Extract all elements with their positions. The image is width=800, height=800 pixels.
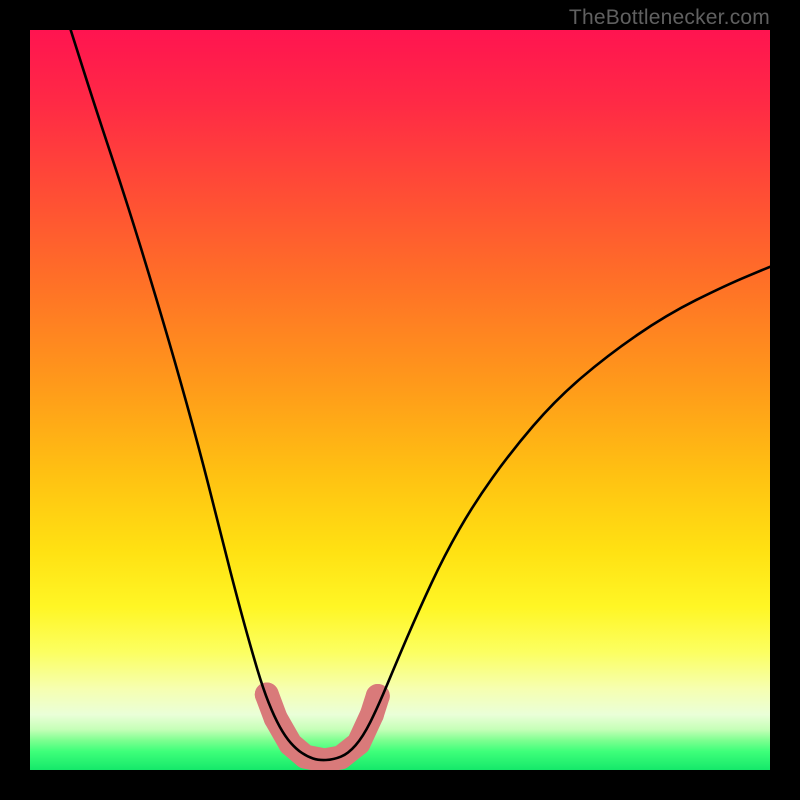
watermark-text: TheBottlenecker.com <box>569 6 770 30</box>
plot-area <box>30 30 770 770</box>
gradient-background <box>30 30 770 770</box>
chart-svg <box>30 30 770 770</box>
